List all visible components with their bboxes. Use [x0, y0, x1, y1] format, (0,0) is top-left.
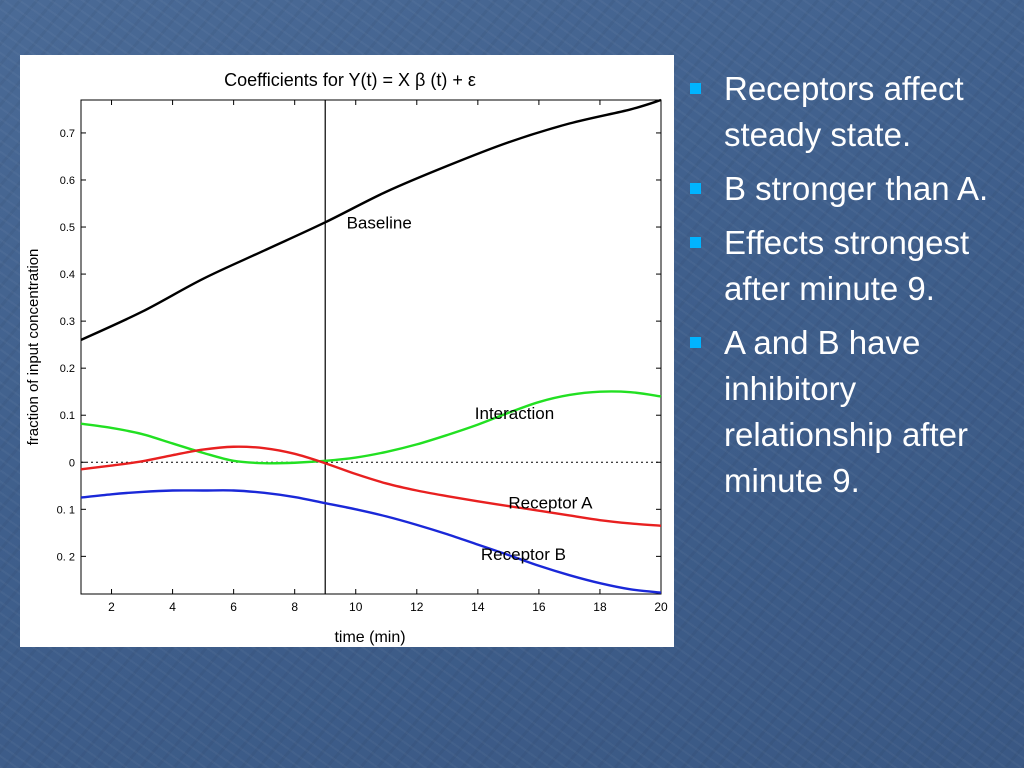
- x-tick-label: 10: [349, 600, 363, 614]
- x-axis: 2 4 6 8 10 12 14 16 18 20: [108, 100, 668, 614]
- x-tick-label: 16: [532, 600, 546, 614]
- y-tick-label: 0.4: [60, 269, 75, 281]
- bullet-list: Receptors affect steady state. B stronge…: [688, 66, 1018, 512]
- series-line-interaction: [80, 390, 662, 465]
- series-annotation-label: Baseline: [347, 213, 412, 232]
- y-axis: 0.7 0.6 0.5 0.4 0.3 0.2 0.1 0 0. 1 0. 2: [57, 128, 661, 563]
- x-tick-label: 2: [108, 600, 115, 614]
- square-bullet-icon: [690, 237, 701, 248]
- x-tick-label: 6: [230, 600, 237, 614]
- plot-frame: [80, 99, 662, 595]
- series-line-baseline: [80, 98, 662, 342]
- bullet-text: Receptors affect steady state.: [724, 70, 964, 153]
- y-tick-label: 0.5: [60, 222, 75, 234]
- y-tick-label: 0.7: [60, 128, 75, 140]
- bullet-text: B stronger than A.: [724, 170, 989, 207]
- bullet-item: B stronger than A.: [688, 166, 1018, 212]
- x-tick-label: 20: [654, 600, 668, 614]
- bullet-text: A and B have inhibitory relationship aft…: [724, 324, 968, 499]
- chart-panel: Coefficients for Y(t) = X β (t) + ε 0.7 0…: [20, 55, 674, 647]
- y-tick-label: 0.1: [60, 410, 75, 422]
- series-annotation-label: Receptor B: [481, 545, 566, 564]
- series-annotation-label: Receptor A: [508, 493, 593, 512]
- x-axis-label: time (min): [334, 629, 405, 646]
- annotation-group: Baseline Interaction Receptor A Receptor B: [347, 213, 594, 564]
- bullet-item: Receptors affect steady state.: [688, 66, 1018, 158]
- bullet-text: Effects strongest after minute 9.: [724, 224, 970, 307]
- chart-title: Coefficients for Y(t) = X β (t) + ε: [224, 70, 476, 90]
- series-line-receptor-a: [80, 445, 662, 527]
- x-tick-label: 14: [471, 600, 485, 614]
- x-tick-label: 4: [169, 600, 176, 614]
- series-line-receptor-b: [80, 489, 662, 594]
- series-group: [80, 98, 662, 594]
- square-bullet-icon: [690, 183, 701, 194]
- y-tick-label: 0. 1: [57, 504, 75, 516]
- y-tick-label: 0.6: [60, 175, 75, 187]
- square-bullet-icon: [690, 83, 701, 94]
- bullet-item: A and B have inhibitory relationship aft…: [688, 320, 1018, 504]
- y-axis-label: fraction of input concentration: [25, 249, 42, 446]
- x-tick-label: 12: [410, 600, 424, 614]
- x-tick-label: 18: [593, 600, 607, 614]
- y-tick-label: 0. 2: [57, 551, 75, 563]
- y-tick-label: 0.2: [60, 363, 75, 375]
- series-annotation-label: Interaction: [475, 404, 554, 423]
- bullet-item: Effects strongest after minute 9.: [688, 220, 1018, 312]
- square-bullet-icon: [690, 337, 701, 348]
- y-tick-label: 0.3: [60, 316, 75, 328]
- x-tick-label: 8: [291, 600, 298, 614]
- line-chart: Coefficients for Y(t) = X β (t) + ε 0.70…: [25, 70, 668, 646]
- y-tick-label: 0: [69, 457, 75, 469]
